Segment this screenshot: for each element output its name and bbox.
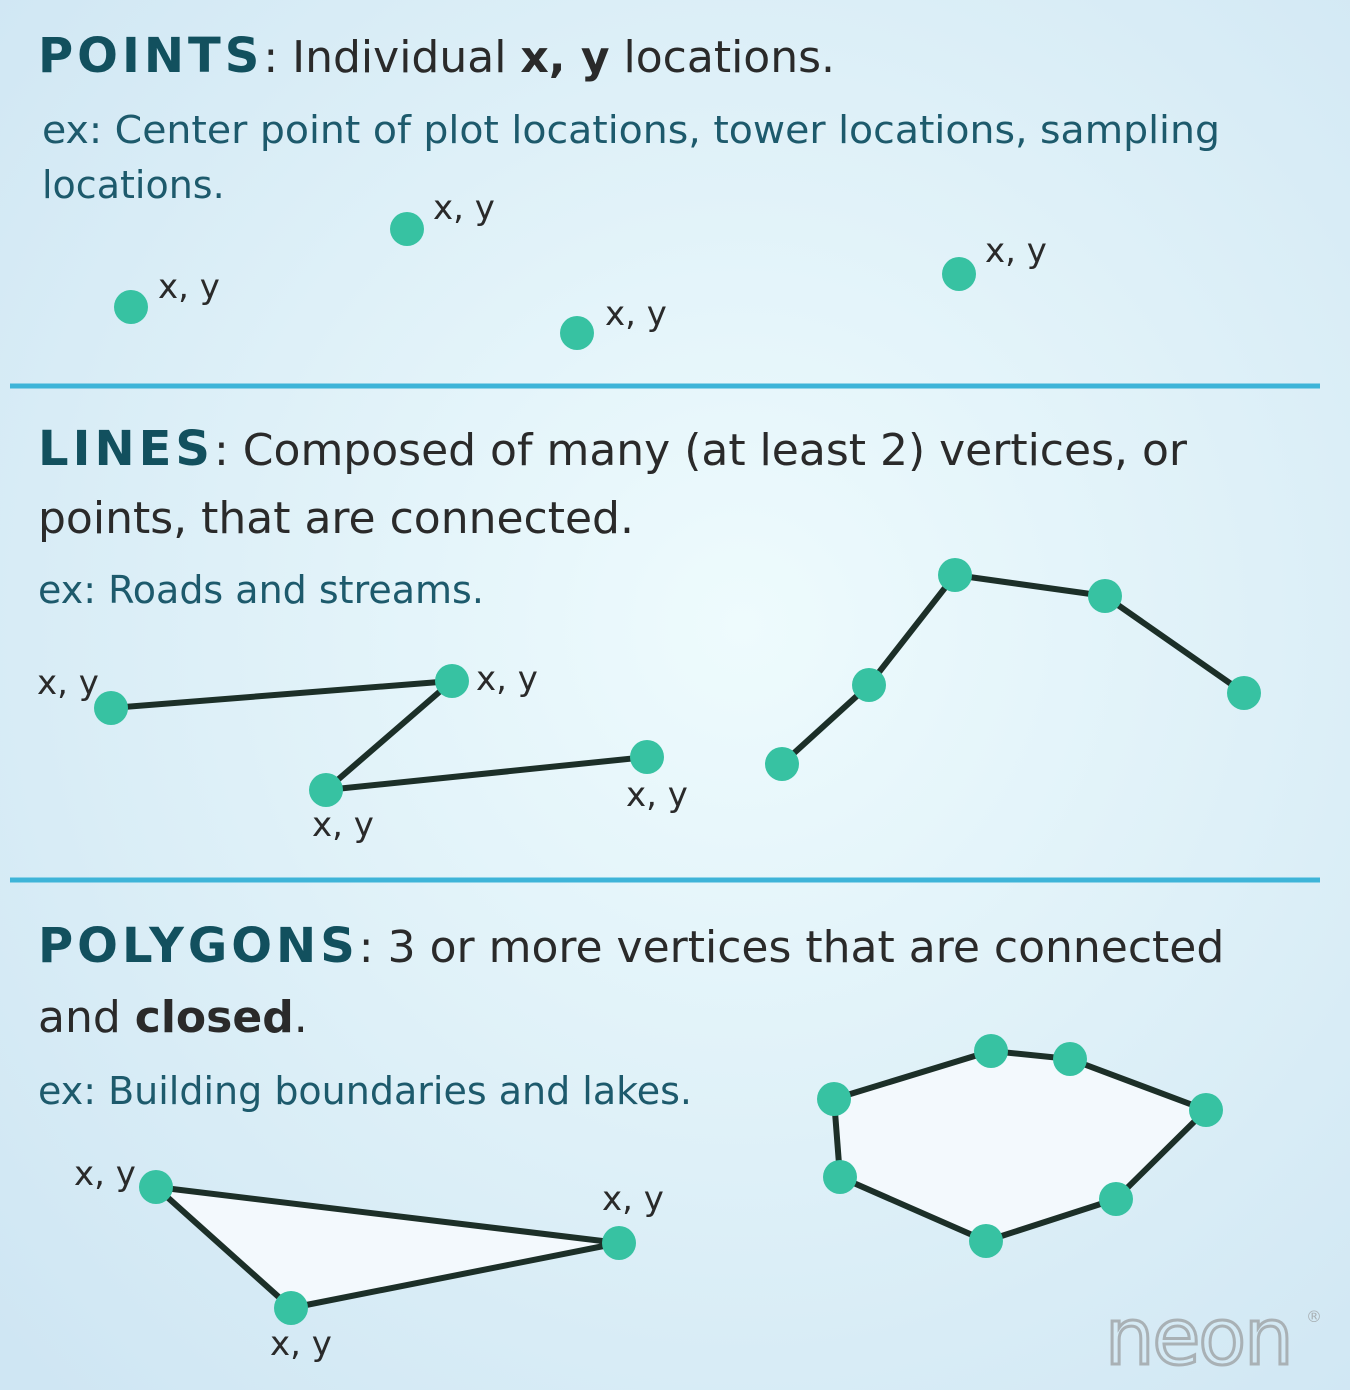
points-section: POINTS: Individual x, y locations. ex: C… — [38, 28, 1220, 350]
line-vertex-label: x, y — [37, 663, 99, 703]
polygons-description-suffix: . — [294, 992, 308, 1043]
lines-description-line2: points, that are connected. — [38, 493, 634, 544]
polygons-description-line2: and closed. — [38, 992, 308, 1043]
polygons-description-line1: : 3 or more vertices that are connected — [359, 922, 1224, 973]
line-feature-zigzag: x, y x, y x, y x, y — [37, 659, 688, 845]
polygon-vertex — [1189, 1093, 1223, 1127]
line-vertex — [852, 668, 886, 702]
line-vertex — [630, 740, 664, 774]
polygons-example: ex: Building boundaries and lakes. — [38, 1069, 692, 1113]
polygon-shape — [153, 1184, 622, 1311]
point-marker — [560, 316, 594, 350]
polygon-vertex-label: x, y — [270, 1324, 332, 1364]
line-vertex-label: x, y — [476, 659, 538, 699]
polygon-feature-triangle: x, y x, y x, y — [74, 1154, 664, 1364]
polygons-keyword: POLYGONS — [38, 918, 359, 974]
polygon-vertex-label: x, y — [74, 1154, 136, 1194]
line-vertex — [765, 747, 799, 781]
points-description-prefix: : Individual — [263, 32, 520, 83]
polygon-vertex — [274, 1291, 308, 1325]
neon-logo: neon ® — [1104, 1292, 1323, 1385]
line-vertex-label: x, y — [626, 775, 688, 815]
polygons-description-bold: closed — [135, 992, 294, 1043]
logo-registered-mark: ® — [1306, 1307, 1322, 1326]
polygon-vertex-label: x, y — [602, 1179, 664, 1219]
lines-description-line1: : Composed of many (at least 2) vertices… — [214, 425, 1188, 476]
polygon-vertex — [139, 1170, 173, 1204]
line-vertex — [1227, 676, 1261, 710]
point-feature: x, y — [390, 188, 495, 246]
polygon-vertex — [1053, 1042, 1087, 1076]
lines-heading: LINES: Composed of many (at least 2) ver… — [38, 421, 1188, 477]
points-keyword: POINTS — [38, 28, 263, 84]
points-description-suffix: locations. — [610, 32, 835, 83]
line-vertex-label: x, y — [312, 805, 374, 845]
polygon-vertex — [817, 1082, 851, 1116]
points-example-line2: locations. — [42, 163, 225, 207]
point-label: x, y — [605, 294, 667, 334]
points-example-line1: ex: Center point of plot locations, towe… — [42, 108, 1220, 152]
polygons-description-prefix: and — [38, 992, 135, 1043]
polygon-vertex — [823, 1160, 857, 1194]
line-feature-curve — [765, 558, 1261, 781]
point-feature: x, y — [560, 294, 667, 350]
polygon-feature-closed-shape — [817, 1034, 1223, 1258]
lines-example: ex: Roads and streams. — [38, 568, 484, 612]
point-feature: x, y — [942, 231, 1047, 291]
point-label: x, y — [433, 188, 495, 228]
points-description-bold: x, y — [520, 32, 609, 83]
line-vertex — [435, 664, 469, 698]
points-heading: POINTS: Individual x, y locations. — [38, 28, 835, 84]
polygons-section: POLYGONS: 3 or more vertices that are co… — [38, 918, 1224, 1364]
line-vertex — [938, 558, 972, 592]
line-segment-path — [110, 678, 648, 793]
point-marker — [942, 257, 976, 291]
point-label: x, y — [985, 231, 1047, 271]
logo-wordmark: neon — [1105, 1293, 1292, 1383]
lines-keyword: LINES — [38, 421, 214, 477]
line-vertex — [94, 691, 128, 725]
line-vertex — [309, 773, 343, 807]
polygon-vertex — [602, 1226, 636, 1260]
point-label: x, y — [158, 267, 220, 307]
line-vertex — [1088, 579, 1122, 613]
point-marker — [390, 212, 424, 246]
polygons-heading: POLYGONS: 3 or more vertices that are co… — [38, 918, 1224, 974]
point-feature: x, y — [114, 267, 220, 324]
polygon-vertex — [1099, 1182, 1133, 1216]
point-marker — [114, 290, 148, 324]
lines-section: LINES: Composed of many (at least 2) ver… — [37, 421, 1261, 845]
polygon-vertex — [969, 1224, 1003, 1258]
polygon-vertex — [974, 1034, 1008, 1068]
